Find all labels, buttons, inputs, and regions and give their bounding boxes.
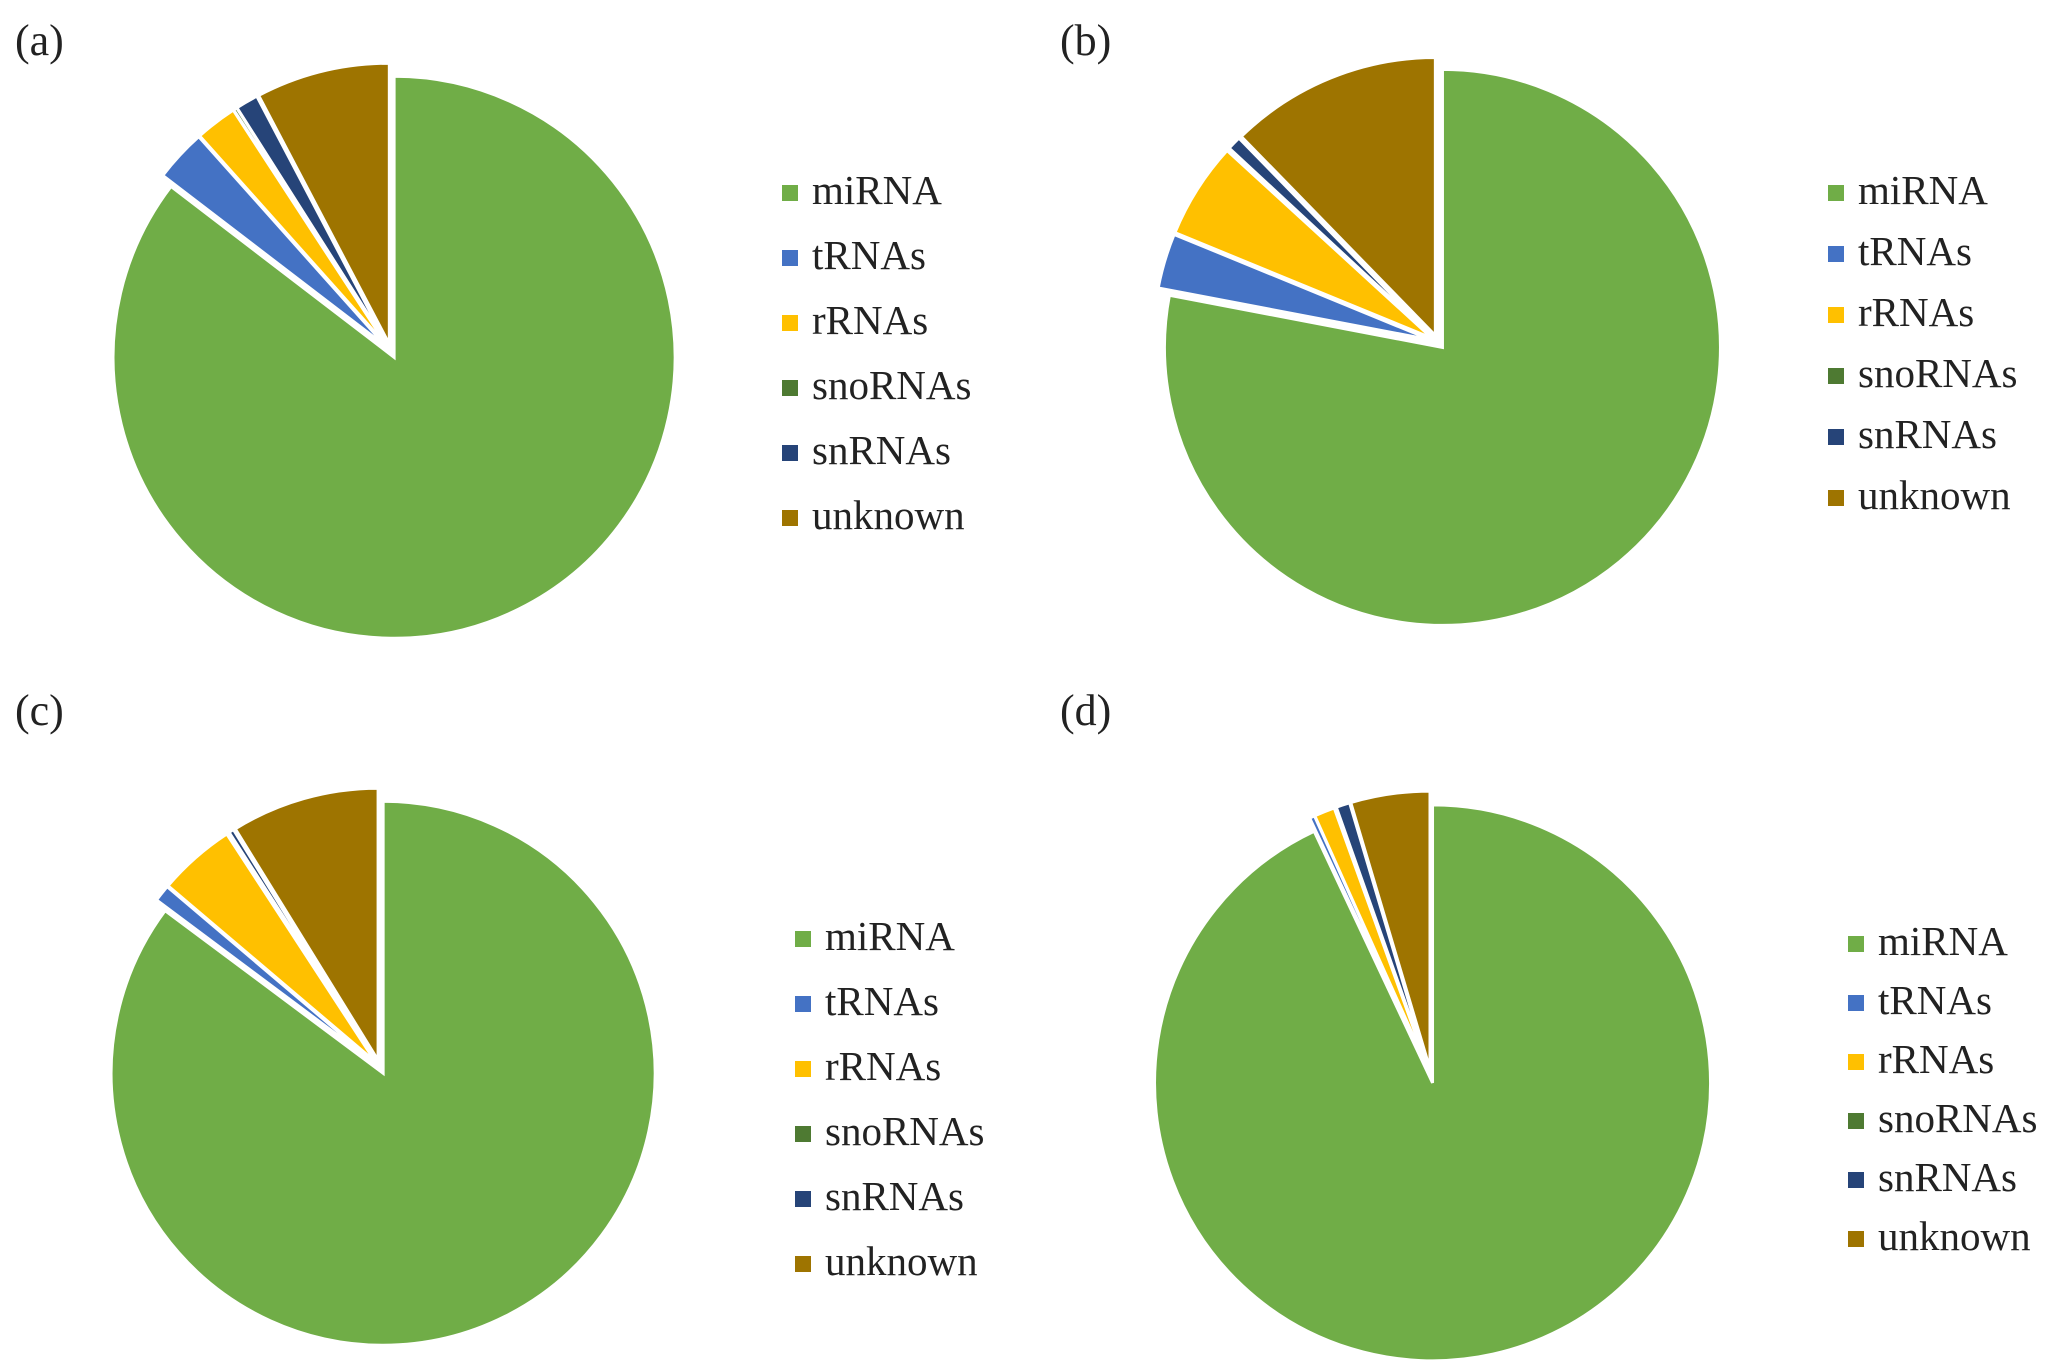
legend-label: unknown bbox=[812, 492, 965, 538]
legend-label: snoRNAs bbox=[825, 1108, 984, 1154]
legend-label: tRNAs bbox=[825, 978, 939, 1024]
pie-slice-unknown bbox=[1348, 789, 1432, 1070]
legend-swatch bbox=[1828, 368, 1844, 384]
legend-swatch bbox=[795, 1126, 811, 1142]
legend-swatch bbox=[795, 931, 811, 947]
legend-swatch bbox=[1828, 429, 1844, 445]
pie-panel: (c) miRNA tRNAs rRNAs snoRNAs snRNAs unknown bbox=[15, 686, 984, 1347]
pie-slice-unknown bbox=[1239, 56, 1437, 340]
legend-label: unknown bbox=[1878, 1213, 2031, 1259]
legend-swatch bbox=[782, 185, 798, 201]
pie-slice-unknown bbox=[233, 786, 380, 1066]
pie-panel: (a) miRNA tRNAs rRNAs snoRNAs snRNAs unknown bbox=[15, 16, 971, 640]
panel-label: (b) bbox=[1060, 16, 1111, 65]
legend-label: rRNAs bbox=[812, 297, 928, 343]
panel-label: (d) bbox=[1060, 686, 1111, 735]
pie-slice-snrnas bbox=[227, 827, 378, 1062]
legend-swatch bbox=[782, 510, 798, 526]
legend-label: rRNAs bbox=[825, 1043, 941, 1089]
legend-swatch bbox=[782, 315, 798, 331]
legend-label: snoRNAs bbox=[1858, 350, 2017, 396]
pie-slice-snrnas bbox=[1227, 135, 1435, 339]
legend-label: rRNAs bbox=[1878, 1036, 1994, 1082]
legend-label: tRNAs bbox=[812, 232, 926, 278]
legend-label: unknown bbox=[825, 1238, 978, 1284]
legend-label: rRNAs bbox=[1858, 289, 1974, 335]
legend-label: tRNAs bbox=[1878, 977, 1992, 1023]
legend-label: snRNAs bbox=[1858, 411, 1997, 457]
pie-panel: (d) miRNA tRNAs rRNAs snoRNAs snRNAs unknown bbox=[1060, 686, 2037, 1363]
pie-slice-mirna bbox=[109, 799, 657, 1347]
legend-label: miRNA bbox=[825, 913, 955, 959]
legend-swatch bbox=[795, 996, 811, 1012]
legend-swatch bbox=[1828, 185, 1844, 201]
panel-label: (a) bbox=[15, 16, 64, 65]
pie-slice-mirna bbox=[111, 74, 677, 640]
legend-swatch bbox=[1848, 936, 1864, 952]
legend-swatch bbox=[1828, 490, 1844, 506]
legend-label: snoRNAs bbox=[1878, 1095, 2037, 1141]
legend-swatch bbox=[1848, 1054, 1864, 1070]
legend-label: unknown bbox=[1858, 472, 2011, 518]
pie-slice-mirna bbox=[1153, 803, 1712, 1363]
legend-label: snRNAs bbox=[825, 1173, 964, 1219]
legend-label: snRNAs bbox=[812, 427, 951, 473]
legend-label: miRNA bbox=[1858, 167, 1988, 213]
legend-label: miRNA bbox=[1878, 918, 2008, 964]
legend-swatch bbox=[1848, 995, 1864, 1011]
legend-swatch bbox=[1848, 1113, 1864, 1129]
pie-panel: (b) miRNA tRNAs rRNAs snoRNAs snRNAs unknown bbox=[1060, 16, 2017, 627]
panel-label: (c) bbox=[15, 686, 64, 735]
legend-swatch bbox=[795, 1191, 811, 1207]
legend-swatch bbox=[1848, 1172, 1864, 1188]
legend-swatch bbox=[1828, 307, 1844, 323]
legend-label: snRNAs bbox=[1878, 1154, 2017, 1200]
legend-swatch bbox=[1848, 1231, 1864, 1247]
pie-slice-unknown bbox=[256, 61, 391, 345]
pie-slice-snrnas bbox=[234, 94, 389, 346]
legend-swatch bbox=[782, 445, 798, 461]
legend-swatch bbox=[795, 1256, 811, 1272]
legend-swatch bbox=[782, 380, 798, 396]
pie-slice-mirna bbox=[1162, 67, 1722, 627]
legend-swatch bbox=[782, 250, 798, 266]
pie-slice-trnas bbox=[1156, 232, 1432, 342]
legend-swatch bbox=[1828, 246, 1844, 262]
legend-label: tRNAs bbox=[1858, 228, 1972, 274]
legend-swatch bbox=[795, 1061, 811, 1077]
legend-label: snoRNAs bbox=[812, 362, 971, 408]
legend-label: miRNA bbox=[812, 167, 942, 213]
